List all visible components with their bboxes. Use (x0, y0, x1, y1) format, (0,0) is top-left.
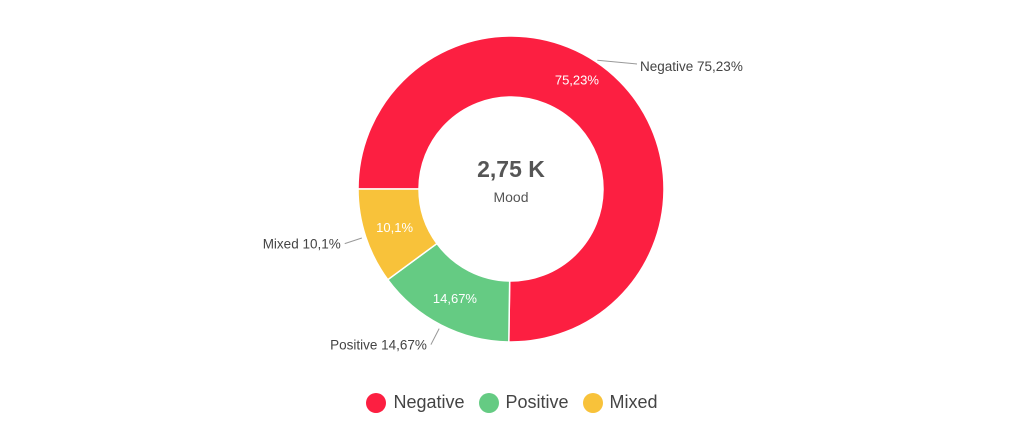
legend-item-mixed[interactable]: Mixed (582, 392, 658, 413)
legend-item-positive[interactable]: Positive (478, 392, 569, 413)
callout-line-mixed (344, 237, 362, 245)
slice-label-positive: 14,67% (433, 291, 478, 306)
legend-item-negative[interactable]: Negative (366, 392, 465, 413)
callout-line-positive (430, 328, 440, 345)
center-total: 2,75 K (477, 156, 545, 182)
legend-dot-negative (366, 392, 387, 413)
center-label: Mood (493, 189, 528, 205)
callout-line-negative (597, 59, 638, 65)
callout-label-mixed: Mixed 10,1% (263, 237, 341, 252)
legend-label-mixed: Mixed (609, 392, 658, 412)
slice-mixed[interactable] (357, 188, 438, 281)
legend-label-positive: Positive (505, 392, 569, 412)
callouts: Negative 75,23% Positive 14,67% Mixed 10,1… (263, 59, 743, 353)
chart-legend: Negative Positive Mixed (0, 392, 1024, 413)
slice-label-mixed: 10,1% (376, 220, 413, 235)
callout-label-positive: Positive 14,67% (330, 338, 427, 353)
donut-slices: 75,23% 14,67% 10,1% (357, 35, 665, 343)
donut-chart: 75,23% 14,67% 10,1% Negative 75,23% Positiv… (263, 35, 743, 353)
legend-dot-positive (478, 392, 499, 413)
callout-label-negative: Negative 75,23% (640, 59, 743, 74)
legend-dot-mixed (582, 392, 603, 413)
legend-label-negative: Negative (393, 392, 465, 412)
slice-negative[interactable] (357, 35, 665, 343)
slice-label-negative: 75,23% (555, 72, 600, 87)
